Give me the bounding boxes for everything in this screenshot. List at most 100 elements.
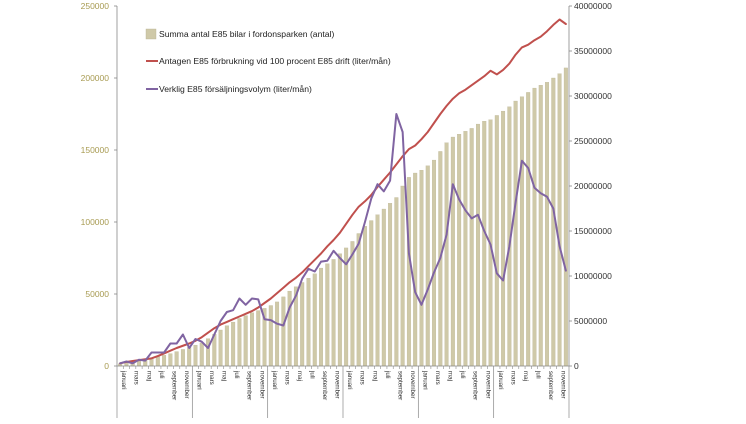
x-tick-label: maj — [145, 371, 152, 381]
bar — [256, 310, 261, 367]
bar — [375, 214, 380, 367]
bar — [331, 259, 336, 367]
bar — [381, 208, 386, 367]
bar — [155, 356, 160, 367]
left-tick-label: 100000 — [81, 217, 110, 227]
bar — [482, 121, 487, 367]
left-tick-label: 50000 — [85, 289, 109, 299]
bar — [369, 220, 374, 367]
x-tick-label: september — [321, 371, 328, 400]
legend-label-antagen: Antagen E85 förbrukning vid 100 procent … — [159, 56, 391, 66]
x-tick-label: januari — [195, 370, 202, 390]
bar — [350, 241, 355, 367]
bar — [281, 296, 286, 367]
x-tick-label: mars — [359, 371, 366, 385]
axes-layer: 0 50000 100000 150000 200000 250000 0 5000000 10… — [81, 1, 612, 418]
bar — [224, 325, 229, 367]
legend-swatch-bars — [145, 28, 157, 40]
left-tick-label: 0 — [104, 361, 109, 371]
bar — [231, 321, 236, 367]
legend-label-verklig: Verklig E85 försäljningsvolym (liter/mån… — [159, 84, 312, 94]
bar — [275, 301, 280, 367]
bar — [180, 349, 185, 367]
bar — [469, 128, 474, 367]
right-tick-label: 35000000 — [574, 46, 612, 56]
x-tick-label: september — [396, 371, 403, 400]
bar — [538, 85, 543, 367]
bar — [187, 347, 192, 367]
bar — [519, 96, 524, 367]
right-tick-label: 30000000 — [574, 91, 612, 101]
verklig-line — [119, 113, 567, 365]
right-tick-label: 15000000 — [574, 226, 612, 236]
x-tick-label: mars — [133, 371, 140, 385]
x-tick-label: januari — [421, 370, 428, 390]
bar — [526, 92, 531, 367]
bar — [413, 172, 418, 367]
x-tick-label: november — [484, 371, 491, 399]
x-tick-label: juli — [384, 370, 391, 379]
x-tick-label: november — [183, 371, 190, 399]
left-tick-label: 250000 — [81, 1, 110, 11]
left-tick-label: 200000 — [81, 73, 110, 83]
left-tick-label: 150000 — [81, 145, 110, 155]
bar — [400, 185, 405, 367]
bar — [206, 338, 211, 367]
bar — [444, 142, 449, 367]
x-tick-label: september — [170, 371, 177, 400]
bar — [337, 253, 342, 367]
x-tick-label: juli — [308, 370, 315, 379]
x-tick-label: juli — [158, 370, 165, 379]
bar — [432, 159, 436, 367]
bar — [168, 353, 173, 367]
x-tick-label: januari — [346, 370, 353, 390]
bar — [457, 134, 462, 367]
bar — [563, 67, 568, 367]
bar — [475, 123, 480, 367]
x-tick-label: januari — [271, 370, 278, 390]
x-tick-label: november — [258, 371, 265, 399]
bar — [494, 115, 499, 367]
bar — [425, 165, 430, 367]
right-tick-label: 5000000 — [574, 316, 607, 326]
bar — [312, 273, 317, 367]
bar — [362, 226, 367, 367]
bar — [557, 73, 562, 367]
bar — [319, 267, 323, 367]
bar — [406, 177, 411, 367]
x-tick-label: mars — [283, 371, 290, 385]
x-tick-label: maj — [522, 371, 529, 381]
antagen-line — [119, 18, 567, 365]
x-tick-label: september — [472, 371, 479, 400]
x-tick-label: mars — [208, 371, 215, 385]
x-tick-label: mars — [509, 371, 516, 385]
legend: Summa antal E85 bilar i fordonsparken (a… — [145, 28, 391, 94]
legend-label-bars: Summa antal E85 bilar i fordonsparken (a… — [159, 29, 334, 39]
x-tick-label: september — [246, 371, 253, 400]
bar — [325, 263, 330, 367]
bar — [268, 305, 273, 367]
bar — [513, 100, 518, 367]
right-tick-label: 40000000 — [574, 1, 612, 11]
bar — [356, 233, 361, 367]
x-tick-label: november — [409, 371, 416, 399]
bar — [199, 342, 204, 367]
right-tick-label: 0 — [574, 361, 579, 371]
x-tick-label: juli — [233, 370, 240, 379]
x-tick-label: januari — [497, 370, 504, 390]
x-tick-label: maj — [371, 371, 378, 381]
bars-layer — [118, 67, 568, 367]
x-tick-label: maj — [296, 371, 303, 381]
x-tick-label: januari — [120, 370, 127, 390]
bar — [532, 87, 537, 367]
lines-layer — [119, 18, 567, 365]
x-tick-label: maj — [221, 371, 228, 381]
bar — [249, 312, 254, 367]
bar — [193, 344, 198, 367]
bar — [450, 136, 455, 367]
bar — [545, 82, 550, 367]
bar — [419, 170, 424, 367]
x-tick-label: juli — [459, 370, 466, 379]
